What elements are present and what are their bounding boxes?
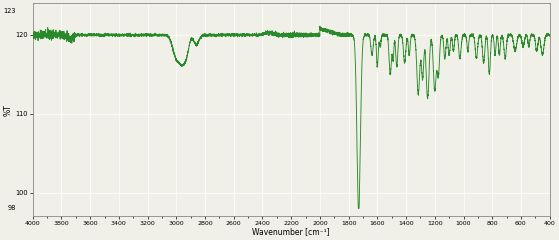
Text: 98: 98: [8, 205, 16, 211]
X-axis label: Wavenumber [cm⁻¹]: Wavenumber [cm⁻¹]: [252, 228, 330, 237]
Text: 123: 123: [4, 8, 16, 14]
Y-axis label: %T: %T: [3, 104, 12, 116]
